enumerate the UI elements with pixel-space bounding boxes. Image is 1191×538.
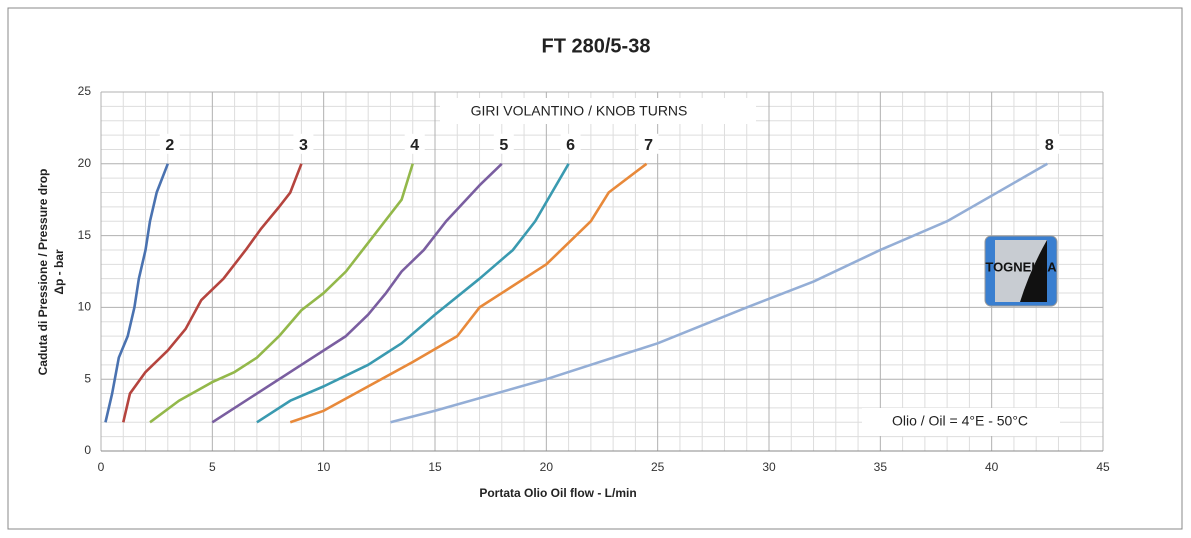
series-line [289,162,648,424]
series-line [211,162,503,424]
series-label-bg [1039,133,1060,154]
x-tick-label: 35 [874,460,888,474]
annotation-box [862,408,1060,436]
series-label-bg [159,133,180,154]
logo-shape [1020,240,1047,302]
logo-text: TOGNELLA [985,259,1057,274]
y-tick-label: 0 [84,443,91,457]
x-tick-label: 5 [209,460,216,474]
series-label-bg [293,133,314,154]
series-label: 5 [499,137,508,154]
series-line [122,163,303,423]
y-tick-label: 20 [78,156,92,170]
y-tick-label: 10 [78,300,92,314]
series-label: 8 [1045,137,1054,154]
subtitle-box [440,98,756,124]
x-tick-label: 30 [762,460,776,474]
x-tick-label: 20 [540,460,554,474]
chart-title: FT 280/5-38 [542,35,651,57]
series-line [104,163,170,423]
series-label-bg [638,133,659,154]
y-axis-label: Δp - bar [52,249,66,295]
series-label-bg [404,133,425,154]
x-tick-label: 25 [651,460,665,474]
x-tick-label: 0 [98,460,105,474]
series-label: 7 [644,137,653,154]
series-label: 2 [165,137,174,154]
series-label-bg [493,133,514,154]
series-line [390,162,1048,424]
series-label: 4 [410,137,419,154]
series-label-bg [560,133,581,154]
logo: TOGNELLA [984,235,1058,307]
y-tick-label: 25 [78,84,92,98]
series-line [149,163,414,424]
series-line [256,163,570,424]
x-tick-label: 15 [428,460,442,474]
subtitle: GIRI VOLANTINO / KNOB TURNS [471,103,688,119]
y-axis-label: Caduta di Pressione / Pressure drop [36,169,50,376]
x-axis-label: Portata Olio Oil flow - L/min [479,486,636,500]
x-tick-label: 10 [317,460,331,474]
annotation: Olio / Oil = 4°E - 50°C [892,413,1028,429]
series-label: 3 [299,137,308,154]
y-tick-label: 15 [78,228,92,242]
y-tick-label: 5 [84,371,91,385]
series-label: 6 [566,137,575,154]
x-tick-label: 45 [1096,460,1110,474]
x-tick-label: 40 [985,460,999,474]
